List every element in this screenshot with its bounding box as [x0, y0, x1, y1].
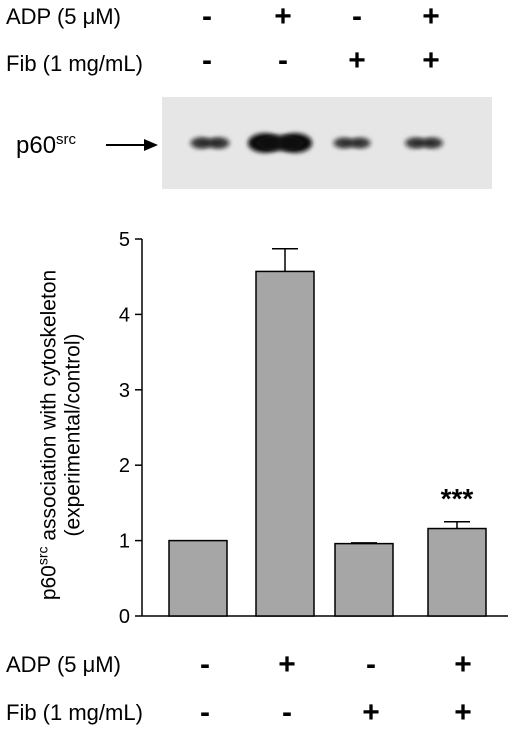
adp-sign-bottom: + — [454, 648, 472, 681]
bar-chart: 0 1 2 3 4 5 *** — [119, 229, 508, 628]
blot-band — [195, 138, 225, 148]
blot-band — [255, 135, 305, 151]
fib-sign-bottom: + — [454, 696, 472, 729]
adp-sign-top: - — [202, 0, 212, 33]
bar — [255, 270, 315, 617]
adp-condition-label-top: ADP (5 μM) — [6, 4, 121, 29]
adp-sign-bottom: + — [278, 648, 296, 681]
y-tick-label: 1 — [119, 531, 130, 553]
y-label-base: p60 — [37, 565, 61, 601]
fib-sign-bottom: - — [200, 696, 210, 729]
fib-sign-top: - — [202, 44, 212, 77]
bar — [168, 539, 228, 617]
y-tick-label: 5 — [119, 229, 130, 251]
adp-condition-label-bottom: ADP (5 μM) — [6, 652, 121, 677]
blot-band — [409, 138, 439, 148]
y-label-rest: association with cytoskeleton — [37, 269, 61, 547]
significance-annotation: *** — [441, 483, 474, 514]
adp-sign-bottom: - — [366, 648, 376, 681]
blot-label-sup: src — [56, 131, 77, 148]
fib-sign-top: - — [278, 44, 288, 77]
adp-sign-top: + — [422, 0, 440, 33]
fib-sign-bottom: - — [282, 696, 292, 729]
fib-sign-top: + — [348, 44, 366, 77]
y-tick-label: 0 — [119, 606, 130, 628]
y-label-sup: src — [34, 546, 51, 566]
fib-sign-top: + — [422, 44, 440, 77]
y-tick-label: 2 — [119, 455, 130, 477]
bar — [427, 527, 487, 617]
arrow-right-icon — [106, 139, 158, 151]
blot-band — [337, 138, 367, 148]
blot-label-base: p60 — [16, 132, 57, 159]
adp-sign-bottom: - — [200, 648, 210, 681]
blot-protein-label: p60src — [16, 131, 76, 160]
western-blot-image — [162, 97, 492, 189]
y-tick-label: 4 — [119, 304, 130, 326]
fib-condition-label-bottom: Fib (1 mg/mL) — [6, 700, 143, 725]
y-axis-label-line1: p60src association with cytoskeleton — [31, 270, 62, 600]
adp-sign-top: + — [274, 0, 292, 33]
fib-sign-bottom: + — [362, 696, 380, 729]
bar — [334, 542, 394, 617]
fib-condition-label-top: Fib (1 mg/mL) — [6, 51, 143, 76]
y-axis-label-line2: (experimental/control) — [61, 333, 85, 537]
adp-sign-top: - — [352, 0, 362, 33]
y-tick-label: 3 — [119, 380, 130, 402]
